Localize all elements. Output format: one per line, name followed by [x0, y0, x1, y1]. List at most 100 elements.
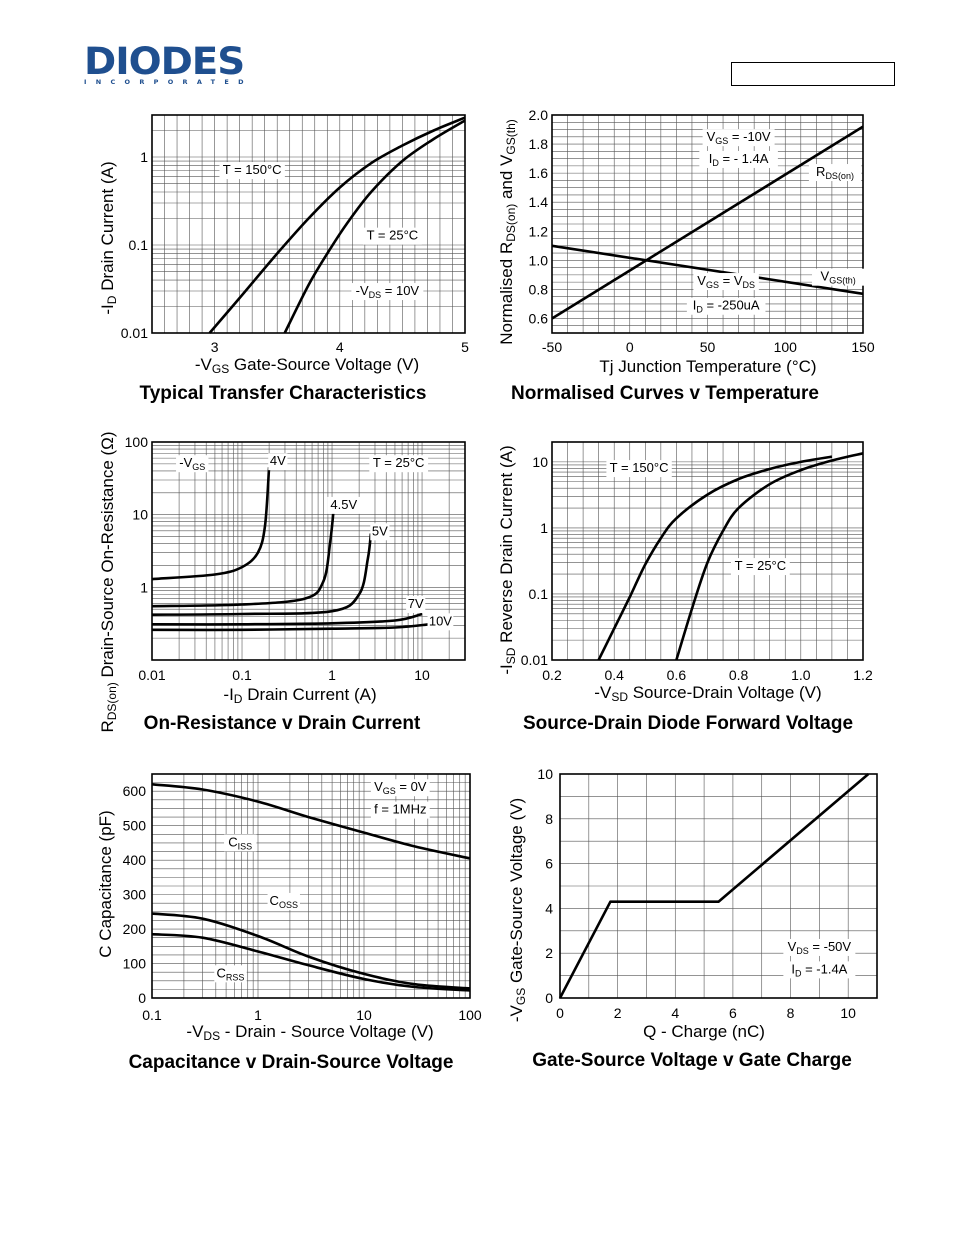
x-axis-label: Tj Junction Temperature (°C) — [599, 357, 816, 376]
y-tick-label: 0.01 — [521, 652, 548, 668]
annotation-backing — [730, 558, 790, 576]
series-line — [151, 533, 373, 616]
x-tick-label: 0.2 — [542, 667, 562, 683]
y-tick-label: 1.2 — [529, 223, 549, 239]
y-tick-label: 1 — [140, 149, 148, 165]
annotation-label: CRSS — [217, 965, 245, 982]
annotation-backing — [783, 938, 856, 956]
x-tick-label: 6 — [729, 1005, 737, 1021]
y-tick-label: 2.0 — [529, 107, 549, 123]
chart-title: Capacitance v Drain-Source Voltage — [129, 1052, 454, 1073]
series-line — [675, 452, 864, 661]
x-tick-label: 4 — [336, 339, 344, 355]
annotation-label: ID = -1.4A — [791, 961, 847, 978]
series-line — [551, 125, 864, 320]
y-tick-label: 6 — [545, 856, 553, 872]
y-tick-label: 8 — [545, 811, 553, 827]
logo-subtitle: INCORPORATED — [84, 78, 253, 86]
annotation-label: 10V — [429, 613, 452, 628]
y-tick-label: 1.4 — [529, 194, 549, 210]
chart-title: Source-Drain Diode Forward Voltage — [523, 713, 853, 734]
annotation-label: 4.5V — [330, 497, 357, 512]
x-tick-label: 0.6 — [667, 667, 687, 683]
x-axis-label: Q - Charge (nC) — [643, 1022, 765, 1041]
annotation-label: T = 25°C — [373, 455, 425, 470]
series-line — [151, 506, 336, 608]
chart-frame — [551, 114, 864, 334]
annotation-backing — [606, 460, 672, 478]
x-axis-label: -ID Drain Current (A) — [223, 685, 376, 706]
annotation-label: RDS(on) — [816, 164, 854, 181]
y-tick-label: 0.6 — [529, 310, 549, 326]
annotation-backing — [370, 801, 430, 819]
y-tick-label: 600 — [123, 783, 147, 799]
series-line — [151, 932, 471, 992]
annotation-label: T = 150°C — [223, 162, 282, 177]
chart-title: Gate-Source Voltage v Gate Charge — [532, 1050, 852, 1071]
annotation-label: VGS(th) — [821, 269, 856, 286]
x-tick-label: 50 — [700, 339, 716, 355]
x-tick-label: 10 — [840, 1005, 856, 1021]
annotation-label: VGS = 0V — [374, 779, 427, 796]
y-tick-label: 1.8 — [529, 136, 549, 152]
annotation-backing — [686, 297, 766, 315]
series-line — [283, 119, 466, 334]
x-tick-label: 0.1 — [232, 667, 252, 683]
x-tick-label: 3 — [211, 339, 219, 355]
y-tick-label: 10 — [537, 766, 553, 782]
x-tick-label: 100 — [774, 339, 798, 355]
y-tick-label: 1 — [540, 520, 548, 536]
x-tick-label: 8 — [787, 1005, 795, 1021]
chart-title: Typical Transfer Characteristics — [140, 383, 427, 404]
diodes-logo: DIODES INCORPORATED — [84, 42, 254, 90]
chart-frame — [559, 773, 878, 999]
annotation-backing — [812, 268, 865, 286]
annotation-label: VGS = VDS — [697, 273, 755, 290]
y-tick-label: 10 — [132, 507, 148, 523]
annotation-label: CISS — [228, 834, 252, 851]
part-number-box — [731, 62, 895, 86]
chart-3: 0.01 0.1 1 10 1 10 100 -VGS T = 25°C 4V 4.5V 5V 7V 10… — [98, 431, 466, 734]
y-tick-label: 0.8 — [529, 281, 549, 297]
annotation-backing — [808, 164, 862, 182]
annotation-label: 4V — [270, 453, 286, 468]
x-tick-label: 1 — [254, 1007, 262, 1023]
annotation-backing — [176, 455, 209, 473]
chart-5: 0.1 1 10 100 0 100 200 300 400 500 600 VGS = 0V f = … — [96, 773, 482, 1073]
annotation-backing — [427, 613, 454, 631]
annotation-label: f = 1MHz — [374, 802, 426, 817]
x-tick-label: 5 — [461, 339, 469, 355]
annotation-label: -VGS — [179, 455, 205, 472]
chart-1: 3 4 5 0.01 0.1 1 T = 150°C T = 25°C -VDS = 10V Ty… — [98, 114, 469, 404]
x-tick-label: 100 — [458, 1007, 482, 1023]
x-tick-label: 0 — [556, 1005, 564, 1021]
annotation-backing — [268, 453, 288, 471]
annotation-label: T = 150°C — [610, 460, 669, 475]
x-tick-label: 10 — [356, 1007, 372, 1023]
annotation-backing — [370, 523, 390, 541]
annotation-label: -VDS = 10V — [356, 283, 420, 300]
series-line — [151, 783, 471, 860]
annotation-label: ID = -250uA — [693, 298, 760, 315]
y-tick-label: 300 — [123, 887, 147, 903]
x-axis-label: -VGS Gate-Source Voltage (V) — [195, 355, 419, 376]
y-tick-label: 0 — [545, 990, 553, 1006]
series-line — [597, 455, 833, 661]
y-tick-label: 10 — [532, 454, 548, 470]
y-tick-label: 100 — [125, 434, 149, 450]
annotation-label: T = 25°C — [367, 228, 419, 243]
x-tick-label: 0 — [626, 339, 634, 355]
x-tick-label: 0.4 — [604, 667, 624, 683]
chart-frame — [151, 773, 471, 999]
annotation-backing — [699, 150, 778, 168]
annotation-label: T = 25°C — [735, 558, 787, 573]
chart-4: 0.2 0.4 0.6 0.8 1.0 1.2 0.01 0.1 1 10 T = 150°C T =… — [497, 441, 873, 734]
annotation-backing — [693, 273, 759, 291]
x-tick-label: 4 — [671, 1005, 679, 1021]
series-line — [208, 116, 466, 334]
annotation-label: 7V — [408, 596, 424, 611]
x-tick-label: 1 — [328, 667, 336, 683]
annotation-backing — [406, 595, 426, 613]
